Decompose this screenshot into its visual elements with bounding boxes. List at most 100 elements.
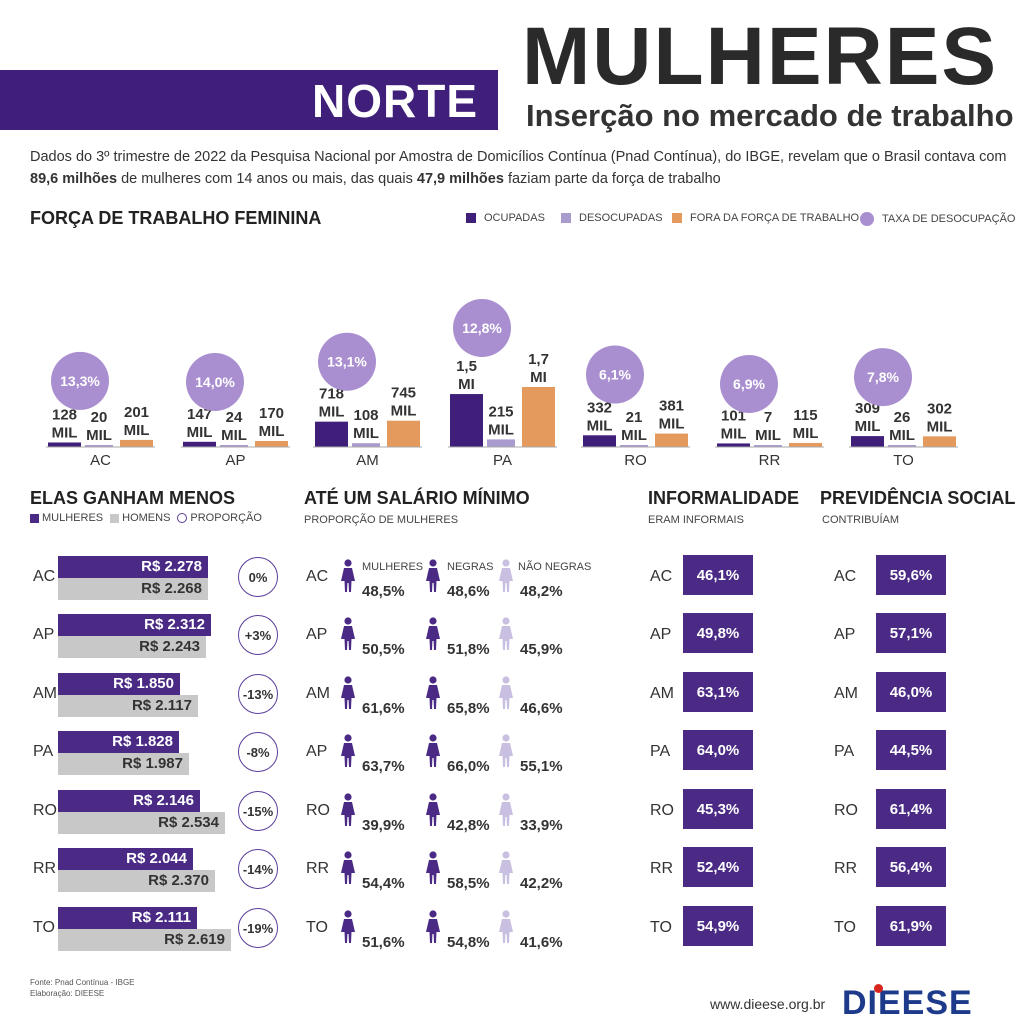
proportion-badge: -14% bbox=[238, 849, 278, 889]
proportion-badge: +3% bbox=[238, 615, 278, 655]
person-icon bbox=[498, 793, 514, 827]
data-label-unit: MIL bbox=[889, 427, 915, 444]
men-wage-bar: R$ 2.243 bbox=[58, 636, 206, 658]
category-label-ap: AP bbox=[225, 452, 245, 469]
data-label-unit: MIL bbox=[855, 418, 881, 435]
rate-label-am: 13,1% bbox=[327, 354, 367, 370]
source-note: Fonte: Pnad Contínua - IBGE bbox=[30, 978, 135, 987]
person-icon bbox=[425, 617, 441, 651]
category-label-to: TO bbox=[893, 452, 914, 469]
category-label-ro: RO bbox=[624, 452, 647, 469]
rate-label-ac: 13,3% bbox=[60, 373, 100, 389]
bar-desocupadas-ap bbox=[220, 445, 248, 447]
intro-text: Dados do 3º trimestre de 2022 da Pesquis… bbox=[30, 149, 1007, 187]
row-state-label: TO bbox=[306, 919, 328, 936]
pct-mulheres: 48,5% bbox=[362, 583, 405, 600]
value-box: 52,4% bbox=[683, 847, 753, 887]
bar-fora-pa bbox=[522, 387, 555, 447]
legend-item-fora: FORA DA FORÇA DE TRABALHO bbox=[672, 212, 859, 224]
category-label-ac: AC bbox=[90, 452, 111, 469]
data-label: 215 bbox=[488, 403, 513, 420]
value-box: 49,8% bbox=[683, 613, 753, 653]
row-state-label: AM bbox=[834, 685, 858, 702]
data-label: 26 bbox=[894, 409, 911, 426]
col-label-nao-negras: NÃO NEGRAS bbox=[518, 561, 592, 573]
row-state-label: TO bbox=[834, 919, 856, 936]
data-label: 201 bbox=[124, 404, 149, 421]
data-label: 1,7 bbox=[528, 351, 549, 368]
data-label-unit: MIL bbox=[353, 425, 379, 442]
bar-desocupadas-ac bbox=[85, 445, 113, 447]
value-box: 59,6% bbox=[876, 555, 946, 595]
row-state-label: RR bbox=[834, 860, 858, 877]
pct-negras: 58,5% bbox=[447, 875, 490, 892]
data-label-unit: MIL bbox=[721, 425, 747, 442]
value-box: 46,1% bbox=[683, 555, 753, 595]
women-wage-bar: R$ 2.146 bbox=[58, 790, 200, 812]
men-wage-bar: R$ 2.619 bbox=[58, 929, 231, 951]
row-state-label: AC bbox=[834, 568, 857, 585]
pct-nao-negras: 33,9% bbox=[520, 817, 563, 834]
region-band bbox=[0, 70, 498, 130]
legend-swatch-proporcao bbox=[177, 513, 188, 523]
row-state-label: AP bbox=[650, 626, 672, 643]
legend-swatch-homens bbox=[110, 513, 120, 523]
bar-ocupadas-to bbox=[851, 436, 884, 447]
person-icon bbox=[425, 559, 441, 593]
row-state-label: TO bbox=[650, 919, 672, 936]
bar-fora-ap bbox=[255, 441, 288, 447]
row-state-label: AM bbox=[650, 685, 674, 702]
bar-fora-am bbox=[387, 420, 420, 447]
rate-label-to: 7,8% bbox=[867, 369, 899, 385]
row-state-label: PA bbox=[834, 743, 855, 760]
rate-bubble-am bbox=[318, 332, 376, 391]
pct-negras: 42,8% bbox=[447, 817, 490, 834]
bar-fora-ac bbox=[120, 439, 153, 447]
pct-mulheres: 39,9% bbox=[362, 817, 405, 834]
bar-desocupadas-ro bbox=[620, 445, 648, 447]
data-label-unit: MIL bbox=[793, 425, 819, 442]
data-label-unit: MIL bbox=[927, 418, 953, 435]
row-state-label: AC bbox=[650, 568, 673, 585]
men-wage-bar: R$ 2.370 bbox=[58, 870, 215, 892]
pct-negras: 54,8% bbox=[447, 934, 490, 951]
data-label-unit: MIL bbox=[124, 422, 150, 439]
row-state-label: RO bbox=[306, 802, 330, 819]
informality-title: INFORMALIDADE bbox=[648, 488, 799, 508]
row-state-label: AP bbox=[33, 626, 55, 643]
pct-nao-negras: 41,6% bbox=[520, 934, 563, 951]
value-box: 44,5% bbox=[876, 730, 946, 770]
bar-fora-to bbox=[923, 436, 956, 447]
value-box: 46,0% bbox=[876, 672, 946, 712]
data-label-unit: MIL bbox=[319, 404, 345, 421]
row-state-label: AP bbox=[306, 626, 328, 643]
data-label: 718 bbox=[319, 386, 344, 403]
row-state-label: AC bbox=[33, 568, 56, 585]
pct-negras: 51,8% bbox=[447, 641, 490, 658]
category-label-am: AM bbox=[356, 452, 379, 469]
pct-negras: 66,0% bbox=[447, 758, 490, 775]
col-label-mulheres: MULHERES bbox=[362, 561, 424, 573]
data-label: 128 bbox=[52, 406, 77, 423]
bar-desocupadas-pa bbox=[487, 439, 515, 447]
legend-swatch bbox=[860, 212, 874, 226]
person-icon bbox=[425, 851, 441, 885]
men-wage-bar: R$ 2.268 bbox=[58, 578, 208, 600]
data-label: 302 bbox=[927, 400, 952, 417]
rate-bubble-ac bbox=[51, 351, 109, 410]
value-box: 54,9% bbox=[683, 906, 753, 946]
data-label-unit: MIL bbox=[221, 427, 247, 444]
data-label-unit: MIL bbox=[587, 417, 613, 434]
pct-mulheres: 63,7% bbox=[362, 758, 405, 775]
rate-bubble-to bbox=[854, 348, 912, 407]
website-link[interactable]: www.dieese.org.br bbox=[710, 996, 826, 1012]
legend-swatch bbox=[466, 213, 476, 223]
data-label-unit: MIL bbox=[187, 424, 213, 441]
men-wage-bar: R$ 2.117 bbox=[58, 695, 198, 717]
value-box: 63,1% bbox=[683, 672, 753, 712]
data-label-unit: MIL bbox=[86, 427, 112, 444]
data-label-unit: MI bbox=[530, 369, 547, 386]
logo-dot bbox=[874, 984, 883, 993]
data-label-unit: MIL bbox=[621, 427, 647, 444]
value-box: 61,9% bbox=[876, 906, 946, 946]
